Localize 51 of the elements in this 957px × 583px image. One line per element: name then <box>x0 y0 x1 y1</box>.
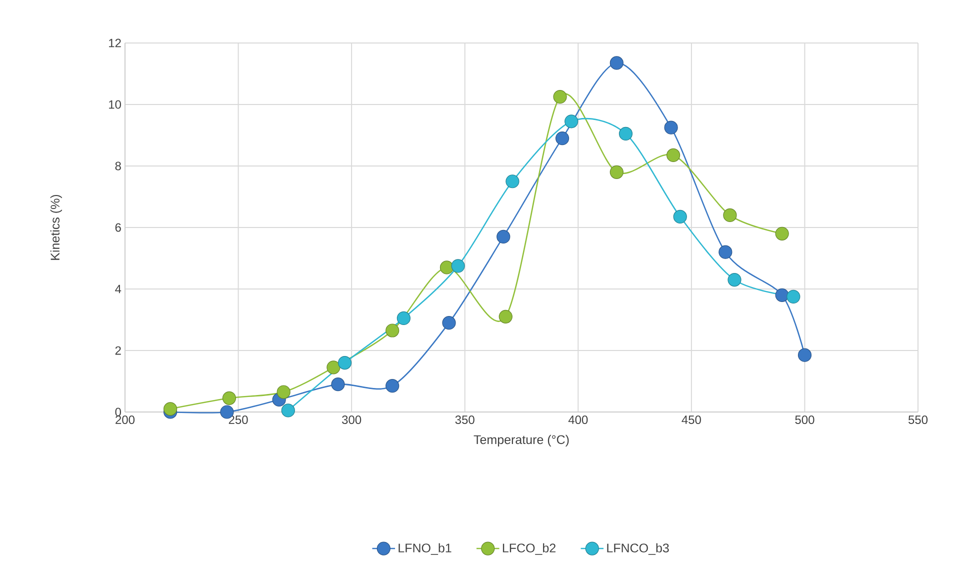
point <box>666 148 680 162</box>
x-tick-label: 400 <box>568 416 588 424</box>
point <box>564 114 578 128</box>
point <box>442 316 456 330</box>
legend-label: LFNO_b1 <box>398 543 452 555</box>
point <box>673 210 687 224</box>
point <box>553 90 567 104</box>
y-tick-label: 4 <box>115 284 122 294</box>
y-tick-label: 6 <box>115 223 121 232</box>
point <box>798 348 812 362</box>
point <box>555 132 570 146</box>
x-tick-label: 200 <box>116 416 135 424</box>
point <box>775 288 789 302</box>
legend-label: LFCO_b2 <box>502 543 556 555</box>
point <box>610 56 624 70</box>
x-tick-label: 300 <box>342 416 362 424</box>
point <box>786 290 800 304</box>
x-axis-title: Temperature (°C) <box>474 434 569 447</box>
y-tick-label: 2 <box>115 346 121 355</box>
point <box>451 259 465 273</box>
x-tick-label: 350 <box>455 416 474 424</box>
y-tick-label: 10 <box>109 100 122 109</box>
point <box>338 356 352 370</box>
y-tick-label: 8 <box>115 162 121 170</box>
point <box>164 402 178 416</box>
point <box>498 310 512 324</box>
legend-label: LFNCO_b3 <box>607 543 669 555</box>
point <box>728 272 742 287</box>
point <box>331 378 345 392</box>
point <box>396 311 410 326</box>
x-tick-label: 550 <box>908 416 928 424</box>
x-tick-label: 450 <box>682 416 701 424</box>
point <box>440 260 454 274</box>
y-tick-label: 0 <box>115 408 122 416</box>
point <box>664 120 678 134</box>
y-axis-title: Kinetics (%) <box>50 194 62 260</box>
point <box>386 379 400 393</box>
point <box>610 165 624 179</box>
point <box>386 324 400 338</box>
point <box>281 404 295 418</box>
point <box>276 385 290 399</box>
point <box>723 208 737 222</box>
point <box>496 230 510 244</box>
point <box>775 226 789 240</box>
point <box>326 360 340 374</box>
y-tick-label: 12 <box>109 38 121 48</box>
point <box>618 126 633 141</box>
point <box>222 391 236 405</box>
point <box>506 174 520 188</box>
point <box>718 245 732 259</box>
x-tick-label: 500 <box>795 416 814 424</box>
